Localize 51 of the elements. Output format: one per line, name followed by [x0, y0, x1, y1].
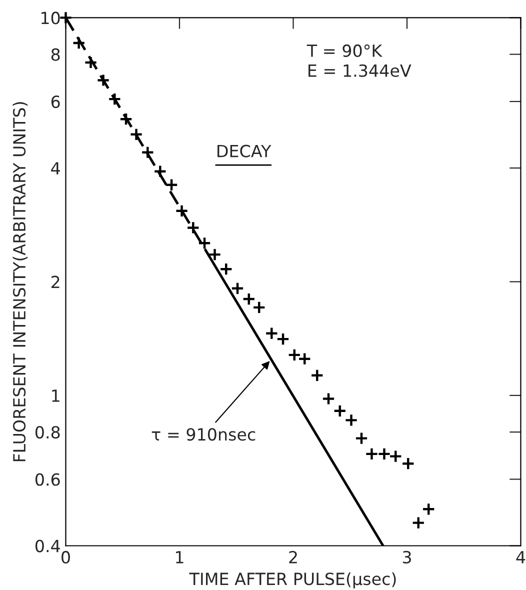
- annotation: DECAY: [218, 144, 272, 158]
- point: [219, 262, 233, 276]
- annotation: τ = 910nsec: [152, 428, 256, 441]
- point: [186, 221, 200, 234]
- point: [198, 236, 212, 250]
- point: [164, 178, 178, 192]
- point: [108, 92, 122, 106]
- point: [333, 404, 347, 418]
- x-tick-label: 0: [62, 550, 70, 564]
- point: [365, 447, 378, 461]
- y-tick-label: 4: [51, 162, 60, 174]
- point: [422, 502, 436, 516]
- x-tick-label: 4: [516, 551, 526, 564]
- x-tick-label: 2: [289, 550, 297, 564]
- y-tick-label: 0.6: [35, 473, 60, 486]
- point: [175, 204, 188, 218]
- point: [153, 164, 167, 178]
- point: [288, 348, 302, 362]
- point: [119, 112, 133, 126]
- x-tick-label: 3: [402, 550, 411, 564]
- point: [412, 516, 426, 530]
- annotation: T = 90°K E = 1.344eV: [306, 44, 412, 77]
- point: [344, 414, 358, 427]
- point: [388, 450, 402, 463]
- point: [242, 292, 256, 306]
- point: [230, 282, 244, 296]
- point: [264, 326, 278, 340]
- y-tick-label: 6: [51, 95, 60, 108]
- point: [96, 74, 110, 87]
- y-axis-title: FLUORESENT INTENSITY(ARBITRARY UNITS): [12, 102, 28, 462]
- point: [354, 432, 368, 445]
- point: [72, 36, 86, 50]
- point: [322, 392, 336, 406]
- point: [401, 456, 415, 470]
- point: [378, 447, 391, 461]
- y-tick-label: 8: [51, 48, 60, 61]
- point: [130, 128, 143, 142]
- point: [276, 332, 290, 346]
- x-tick-label: 1: [176, 551, 184, 564]
- point: [59, 11, 72, 24]
- y-tick-label: 2: [52, 276, 60, 288]
- point: [298, 352, 312, 366]
- y-tick-label: 0.4: [35, 540, 60, 552]
- y-tick-label: 10: [42, 12, 60, 24]
- x-axis-title: TIME AFTER PULSE(μsec): [189, 572, 396, 588]
- y-tick-label: 0.8: [35, 426, 60, 439]
- y-tick-label: 1: [52, 390, 60, 402]
- point: [310, 368, 324, 382]
- point: [252, 300, 266, 314]
- point: [84, 56, 98, 70]
- point: [140, 146, 154, 160]
